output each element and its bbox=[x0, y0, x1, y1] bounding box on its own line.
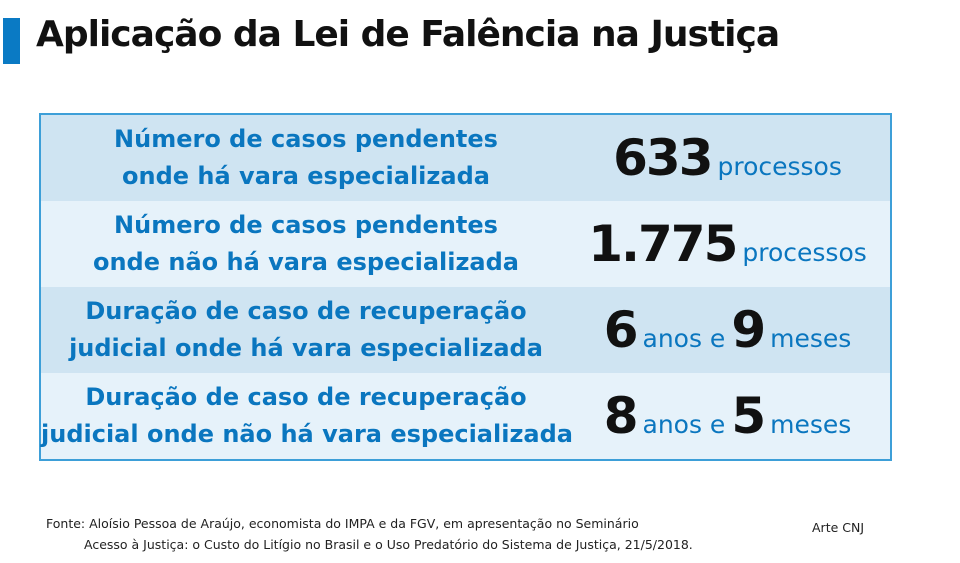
data-table: Número de casos pendentes onde há vara e… bbox=[39, 113, 892, 461]
value-number: 633 bbox=[613, 129, 713, 187]
table-row: Número de casos pendentes onde há vara e… bbox=[41, 115, 890, 201]
row-label-line2: judicial onde não há vara especializada bbox=[41, 420, 573, 448]
source-line2: Acesso à Justiça: o Custo do Litígio no … bbox=[84, 537, 693, 552]
value-months-text: meses bbox=[770, 410, 852, 439]
value-years-text: anos e bbox=[642, 324, 726, 353]
value-number: 1.775 bbox=[588, 215, 738, 273]
source-line1: Fonte: Aloísio Pessoa de Araújo, economi… bbox=[46, 516, 639, 531]
table-row: Duração de caso de recuperação judicial … bbox=[41, 373, 890, 459]
value-months: 9 bbox=[731, 301, 766, 359]
row-label-line1: Duração de caso de recuperação bbox=[85, 297, 527, 325]
value-months: 5 bbox=[731, 387, 766, 445]
table-row: Número de casos pendentes onde não há va… bbox=[41, 201, 890, 287]
row-label-line2: onde não há vara especializada bbox=[92, 248, 520, 276]
value-unit: processos bbox=[742, 238, 867, 267]
row-label-line1: Duração de caso de recuperação bbox=[85, 383, 527, 411]
value-months-text: meses bbox=[770, 324, 852, 353]
row-value: 6 anos e 9 meses bbox=[571, 301, 890, 359]
value-years: 8 bbox=[603, 387, 639, 445]
value-years-text: anos e bbox=[642, 410, 726, 439]
row-value: 8 anos e 5 meses bbox=[571, 387, 890, 445]
row-label-line2: onde há vara especializada bbox=[122, 162, 490, 190]
row-label-line1: Número de casos pendentes bbox=[114, 211, 498, 239]
value-unit: processos bbox=[717, 152, 842, 181]
source-note: Fonte: Aloísio Pessoa de Araújo, economi… bbox=[46, 513, 693, 555]
row-value: 1.775 processos bbox=[571, 215, 890, 273]
row-label: Número de casos pendentes onde há vara e… bbox=[41, 121, 571, 195]
row-value: 633 processos bbox=[571, 129, 890, 187]
row-label: Duração de caso de recuperação judicial … bbox=[41, 293, 571, 367]
value-years: 6 bbox=[603, 301, 639, 359]
page-title: Aplicação da Lei de Falência na Justiça bbox=[36, 14, 780, 55]
row-label-line2: judicial onde há vara especializada bbox=[69, 334, 543, 362]
table-row: Duração de caso de recuperação judicial … bbox=[41, 287, 890, 373]
title-accent-bar bbox=[3, 18, 20, 64]
row-label-line1: Número de casos pendentes bbox=[114, 125, 498, 153]
row-label: Duração de caso de recuperação judicial … bbox=[41, 379, 573, 453]
row-label: Número de casos pendentes onde não há va… bbox=[41, 207, 571, 281]
credit: Arte CNJ bbox=[812, 520, 865, 535]
